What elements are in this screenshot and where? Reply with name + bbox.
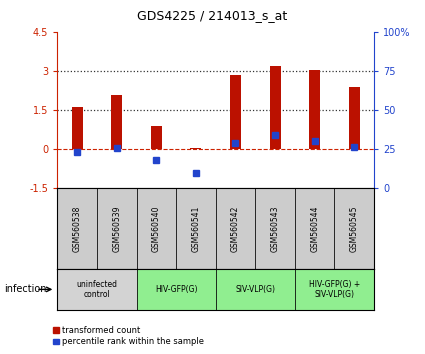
Bar	[176, 188, 215, 269]
Bar	[295, 269, 374, 310]
Bar	[57, 188, 97, 269]
Bar	[309, 70, 320, 149]
Text: GSM560542: GSM560542	[231, 205, 240, 252]
Text: uninfected
control: uninfected control	[76, 280, 117, 299]
Bar	[215, 188, 255, 269]
Bar	[57, 269, 136, 310]
Text: GSM560541: GSM560541	[191, 205, 201, 252]
Text: GSM560544: GSM560544	[310, 205, 319, 252]
Legend: transformed count, percentile rank within the sample: transformed count, percentile rank withi…	[53, 326, 204, 347]
Bar	[215, 269, 295, 310]
Bar	[334, 188, 374, 269]
Text: GDS4225 / 214013_s_at: GDS4225 / 214013_s_at	[137, 9, 288, 22]
Bar	[295, 188, 334, 269]
Bar	[136, 188, 176, 269]
Text: GSM560539: GSM560539	[112, 205, 121, 252]
Bar	[230, 75, 241, 149]
Bar	[111, 96, 122, 149]
Bar	[72, 107, 83, 149]
Text: GSM560538: GSM560538	[73, 205, 82, 252]
Text: HIV-GFP(G): HIV-GFP(G)	[155, 285, 197, 294]
Bar	[190, 148, 201, 149]
Bar	[255, 188, 295, 269]
Text: GSM560545: GSM560545	[350, 205, 359, 252]
Text: GSM560540: GSM560540	[152, 205, 161, 252]
Text: SIV-VLP(G): SIV-VLP(G)	[235, 285, 275, 294]
Text: GSM560543: GSM560543	[271, 205, 280, 252]
Bar	[348, 87, 360, 149]
Bar	[97, 188, 136, 269]
Bar	[269, 66, 280, 149]
Bar	[151, 126, 162, 149]
Text: HIV-GFP(G) +
SIV-VLP(G): HIV-GFP(G) + SIV-VLP(G)	[309, 280, 360, 299]
Bar	[136, 269, 215, 310]
Text: infection: infection	[4, 284, 47, 295]
